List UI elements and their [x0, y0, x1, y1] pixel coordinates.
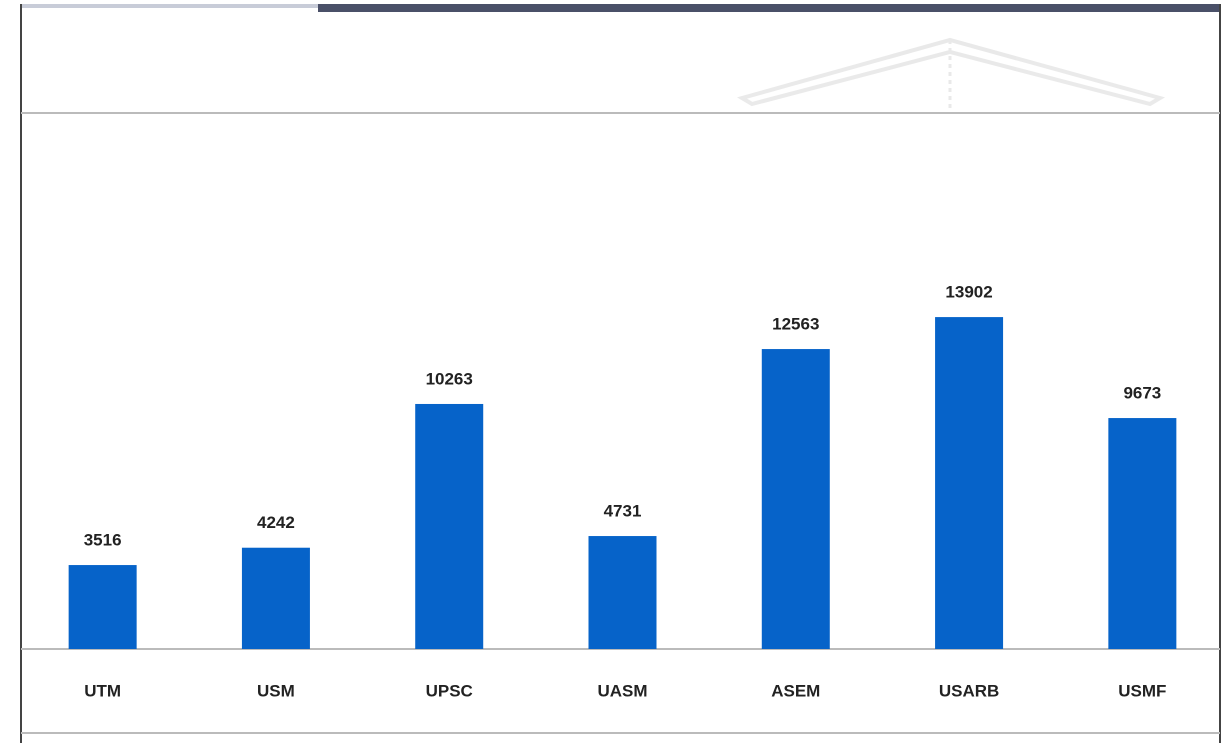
value-label: 9673 — [1123, 384, 1161, 403]
bar — [415, 403, 484, 649]
value-label: 13902 — [945, 283, 992, 302]
x-tick-label: UPSC — [426, 681, 473, 700]
x-tick-label: UASM — [597, 681, 647, 700]
x-tick-label: USM — [257, 681, 295, 700]
value-label: 10263 — [426, 369, 473, 388]
x-tick-label: USMF — [1118, 681, 1166, 700]
value-label: 4731 — [604, 502, 642, 521]
watermark — [736, 37, 1166, 110]
bar — [68, 565, 137, 649]
bar — [588, 536, 657, 649]
bar — [761, 349, 830, 649]
value-label: 4242 — [257, 513, 295, 532]
value-label: 3516 — [84, 531, 122, 550]
x-tick-label: UTM — [84, 681, 121, 700]
x-tick-label: USARB — [939, 681, 999, 700]
bar — [1108, 418, 1177, 649]
x-tick-label: ASEM — [771, 681, 820, 700]
value-label: 12563 — [772, 315, 819, 334]
bar — [241, 547, 310, 649]
bar — [935, 317, 1004, 649]
